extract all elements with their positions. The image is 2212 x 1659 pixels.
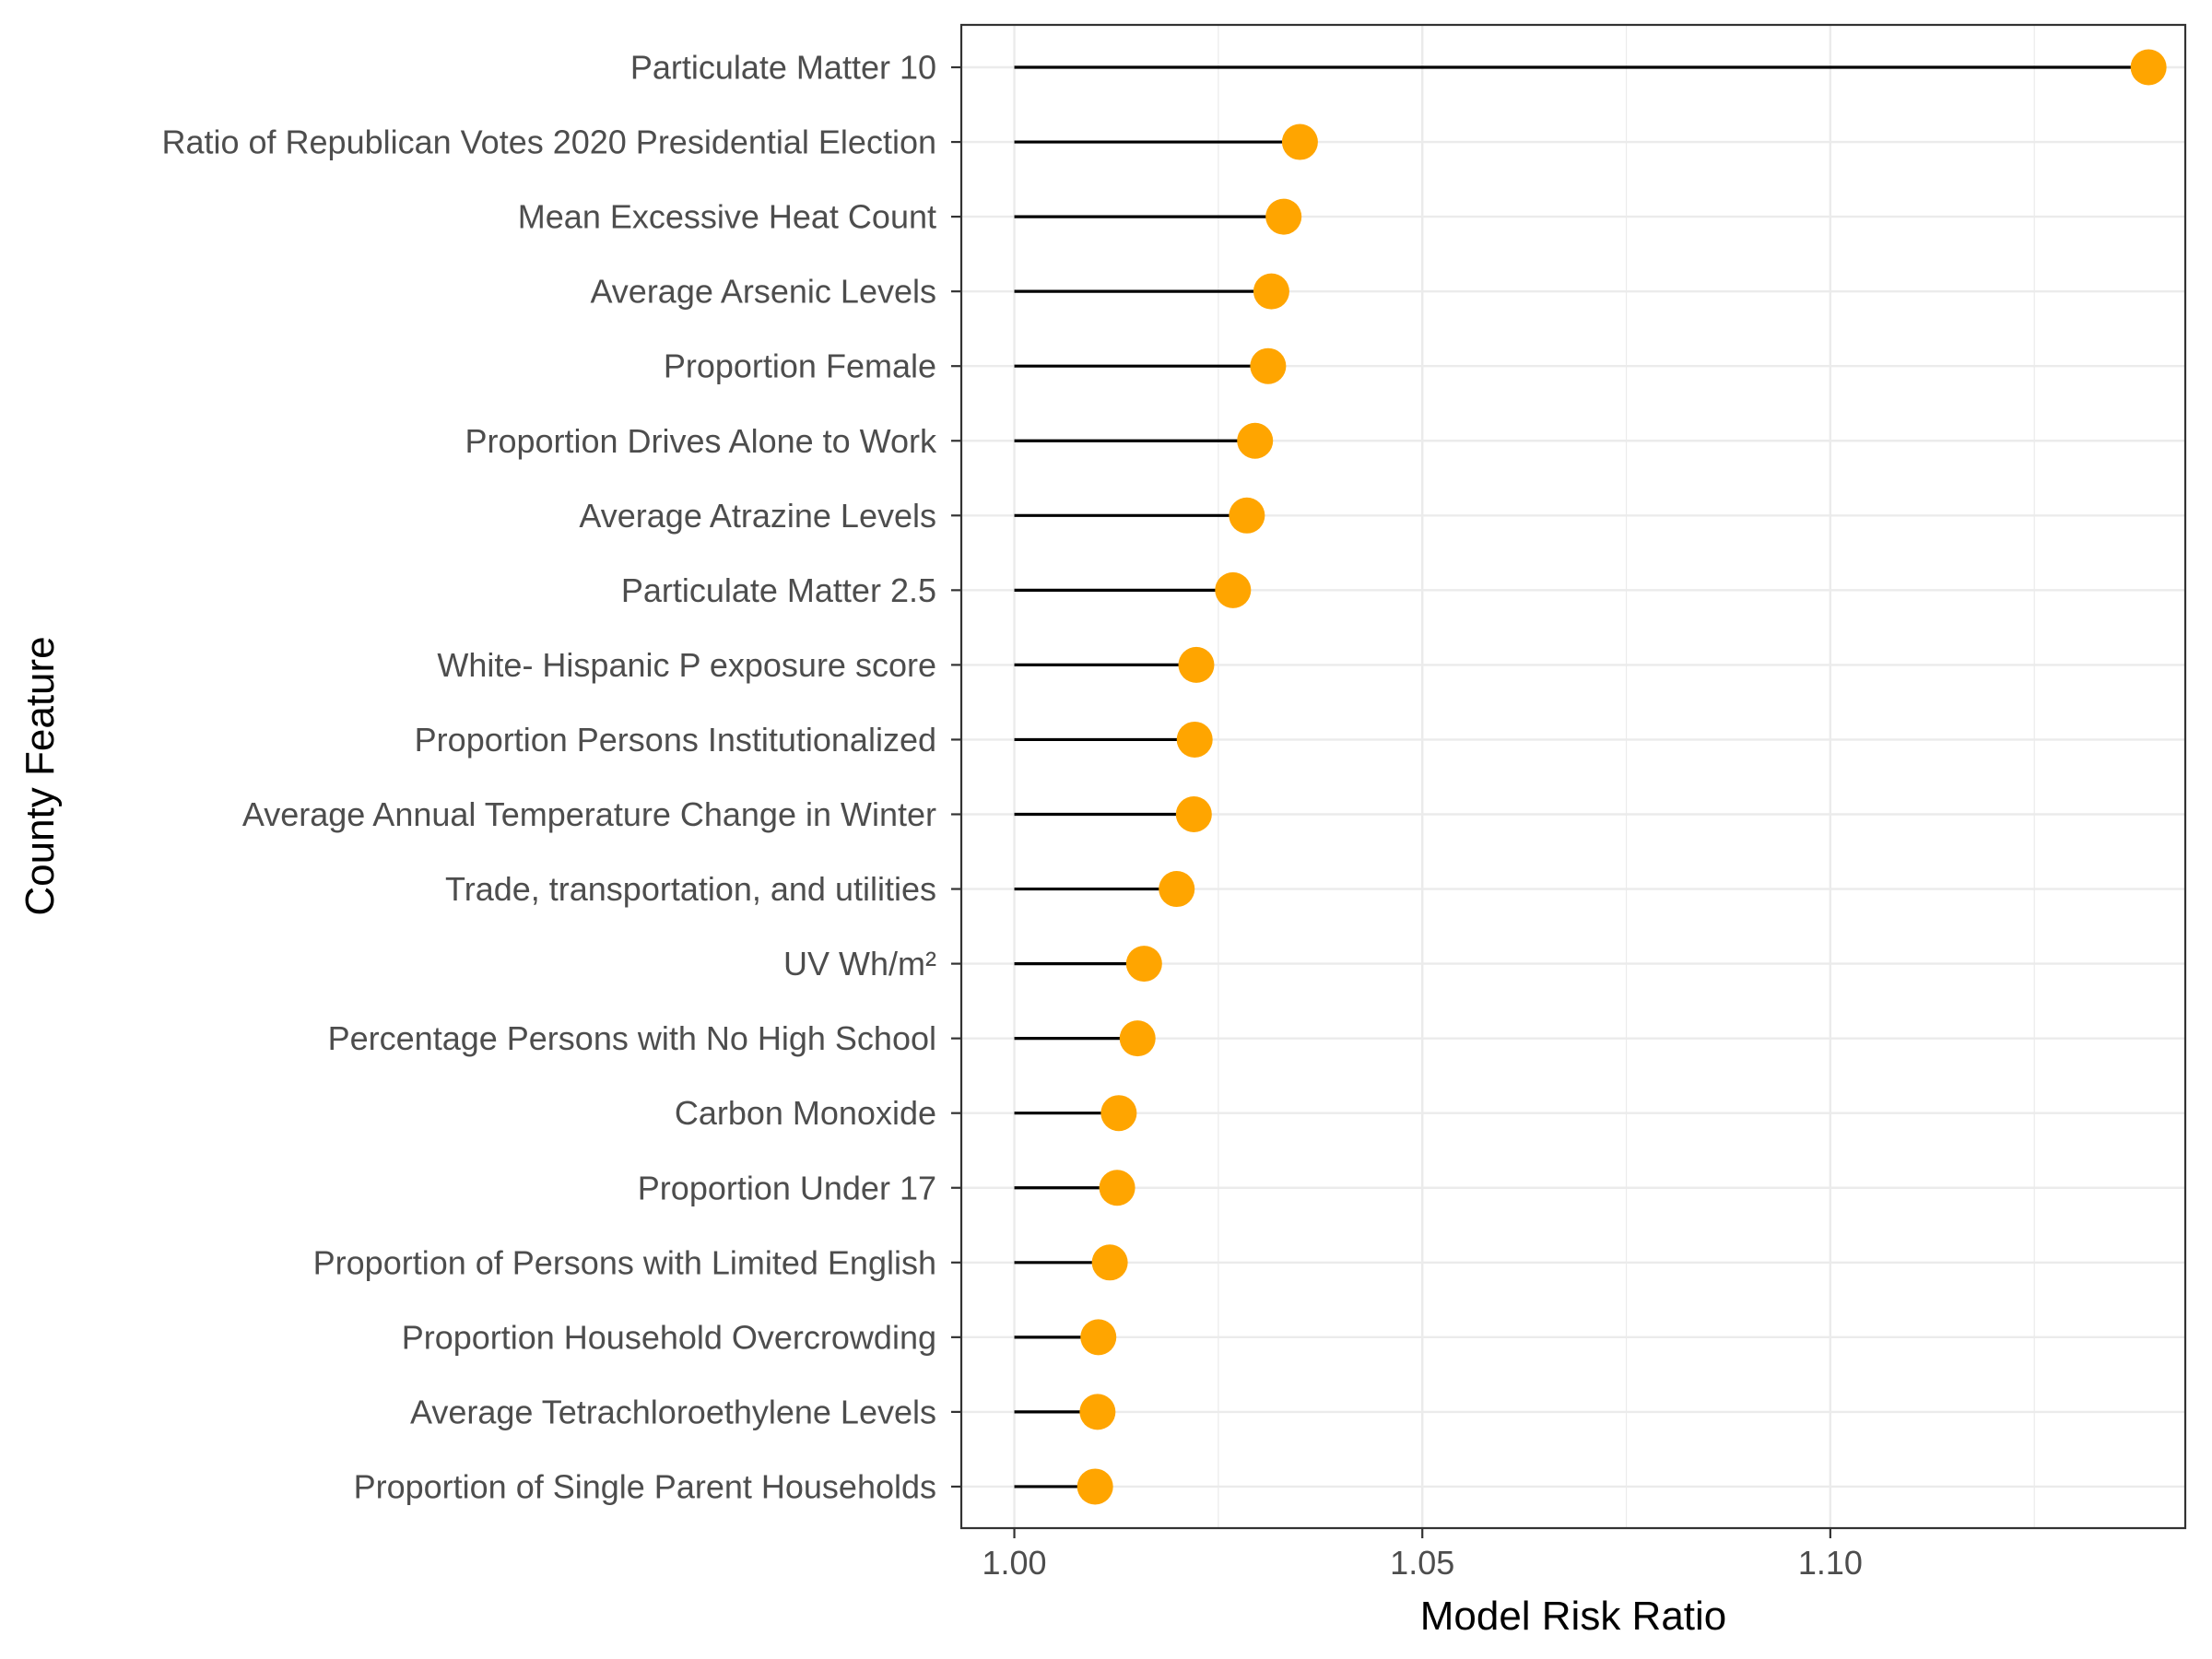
panel-border	[959, 23, 2187, 1530]
y-axis: Particulate Matter 10 Ratio of Republican…	[161, 49, 961, 1505]
y-tick-label: Proportion Female	[664, 347, 936, 385]
lollipop-point	[1178, 646, 1215, 683]
lollipop-point	[1099, 1170, 1135, 1206]
y-tick-label: Proportion of Single Parent Households	[354, 1467, 936, 1505]
lollipop-point	[1237, 422, 1274, 459]
panel-background	[961, 25, 2185, 1528]
lollipop-point	[1100, 1095, 1137, 1132]
lollipop-point	[1175, 796, 1212, 832]
y-tick-label: Mean Excessive Heat Count	[518, 198, 936, 236]
y-tick-label: Percentage Persons with No High School	[328, 1019, 936, 1057]
lollipop-point	[1229, 497, 1265, 534]
y-tick-label: Average Tetrachloroethylene Levels	[410, 1393, 936, 1430]
lollipop-point	[1265, 198, 1302, 235]
lollipop-point	[1159, 871, 1195, 908]
y-tick-label: Average Annual Temperature Change in Win…	[242, 795, 936, 833]
y-axis-title: County Feature	[18, 636, 63, 915]
y-tick-label: Proportion Under 17	[638, 1169, 936, 1206]
lollipop-point	[1215, 571, 1252, 608]
x-axis-title: Model Risk Ratio	[1420, 1594, 1727, 1639]
y-tick-label: Particulate Matter 2.5	[621, 571, 936, 609]
x-tick-label: 1.05	[1390, 1544, 1454, 1582]
x-tick-label: 1.00	[982, 1544, 1047, 1582]
x-axis: 1.00 1.05 1.10	[982, 1528, 1863, 1582]
lollipop-point	[1250, 347, 1287, 384]
lollipop-point	[1176, 721, 1213, 758]
lollipop-point	[1077, 1468, 1113, 1505]
lollipop-point	[1125, 946, 1162, 982]
y-tick-label: Proportion Persons Institutionalized	[415, 721, 936, 759]
y-tick-label: Carbon Monoxide	[675, 1094, 936, 1132]
lollipop-point	[1079, 1394, 1116, 1430]
lollipop-point	[1281, 124, 1318, 160]
lollipop-point	[1091, 1244, 1128, 1281]
y-tick-label: Average Arsenic Levels	[590, 273, 936, 311]
y-tick-label: Proportion Household Overcrowding	[402, 1318, 936, 1356]
lollipop-point	[1080, 1319, 1117, 1356]
y-tick-label: Particulate Matter 10	[630, 49, 936, 87]
y-tick-label: Trade, transportation, and utilities	[445, 870, 936, 908]
lollipop-point	[2130, 49, 2167, 86]
lollipop-point	[1253, 273, 1289, 310]
lollipop-point	[1119, 1020, 1156, 1057]
y-tick-label: Proportion Drives Alone to Work	[465, 422, 937, 460]
y-tick-label: Ratio of Republican Votes 2020 President…	[161, 124, 936, 161]
y-tick-label: Average Atrazine Levels	[579, 497, 936, 535]
y-tick-label: White- Hispanic P exposure score	[437, 646, 936, 684]
x-tick-label: 1.10	[1798, 1544, 1863, 1582]
y-tick-label: Proportion of Persons with Limited Engli…	[313, 1243, 936, 1281]
point-layer	[1077, 49, 2167, 1505]
y-tick-label: UV Wh/m²	[783, 945, 936, 982]
